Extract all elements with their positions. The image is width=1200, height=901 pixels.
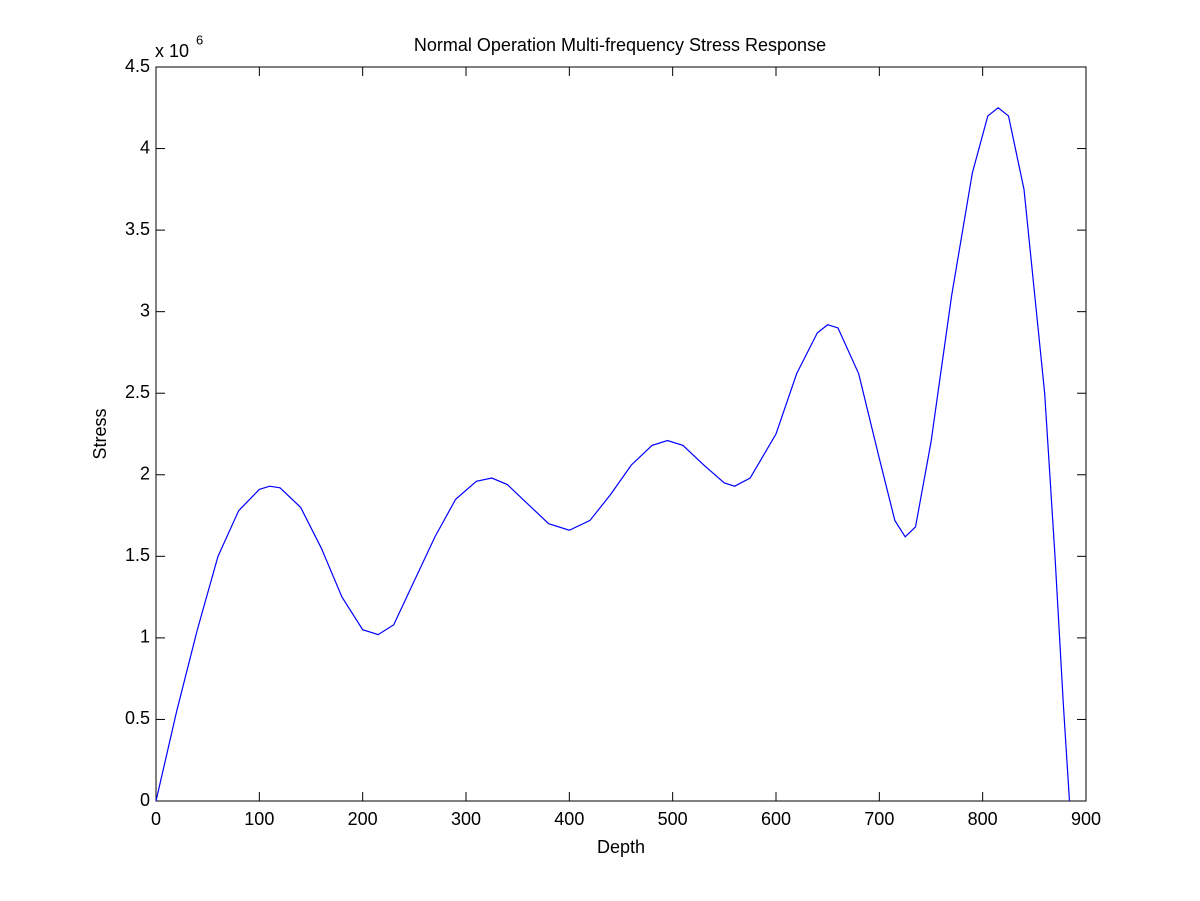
x-tick-label: 600 [761, 809, 791, 829]
x-axis-label: Depth [597, 837, 645, 857]
y-tick-label: 4 [140, 137, 150, 157]
chart-title: Normal Operation Multi-frequency Stress … [414, 35, 826, 55]
x-tick-label: 100 [244, 809, 274, 829]
x-tick-label: 0 [151, 809, 161, 829]
y-multiplier-exponent: 6 [196, 32, 203, 47]
x-tick-label: 400 [554, 809, 584, 829]
line-series [155, 107, 1071, 802]
y-multiplier: x 10 [155, 41, 189, 61]
x-tick-label: 500 [658, 809, 688, 829]
y-tick-label: 3 [140, 300, 150, 320]
axes-box [155, 66, 1087, 802]
y-tick-label: 4.5 [125, 56, 150, 76]
x-tick-label: 800 [968, 809, 998, 829]
y-tick-label: 2.5 [125, 382, 150, 402]
x-tick-label: 900 [1071, 809, 1101, 829]
x-tick-label: 200 [348, 809, 378, 829]
x-tick-label: 300 [451, 809, 481, 829]
y-tick-label: 0 [140, 790, 150, 810]
y-tick-label: 3.5 [125, 219, 150, 239]
y-axis-label: Stress [90, 408, 110, 459]
y-tick-label: 1.5 [125, 545, 150, 565]
y-tick-label: 0.5 [125, 708, 150, 728]
x-tick-label: 700 [864, 809, 894, 829]
y-tick-label: 2 [140, 464, 150, 484]
y-tick-label: 1 [140, 627, 150, 647]
